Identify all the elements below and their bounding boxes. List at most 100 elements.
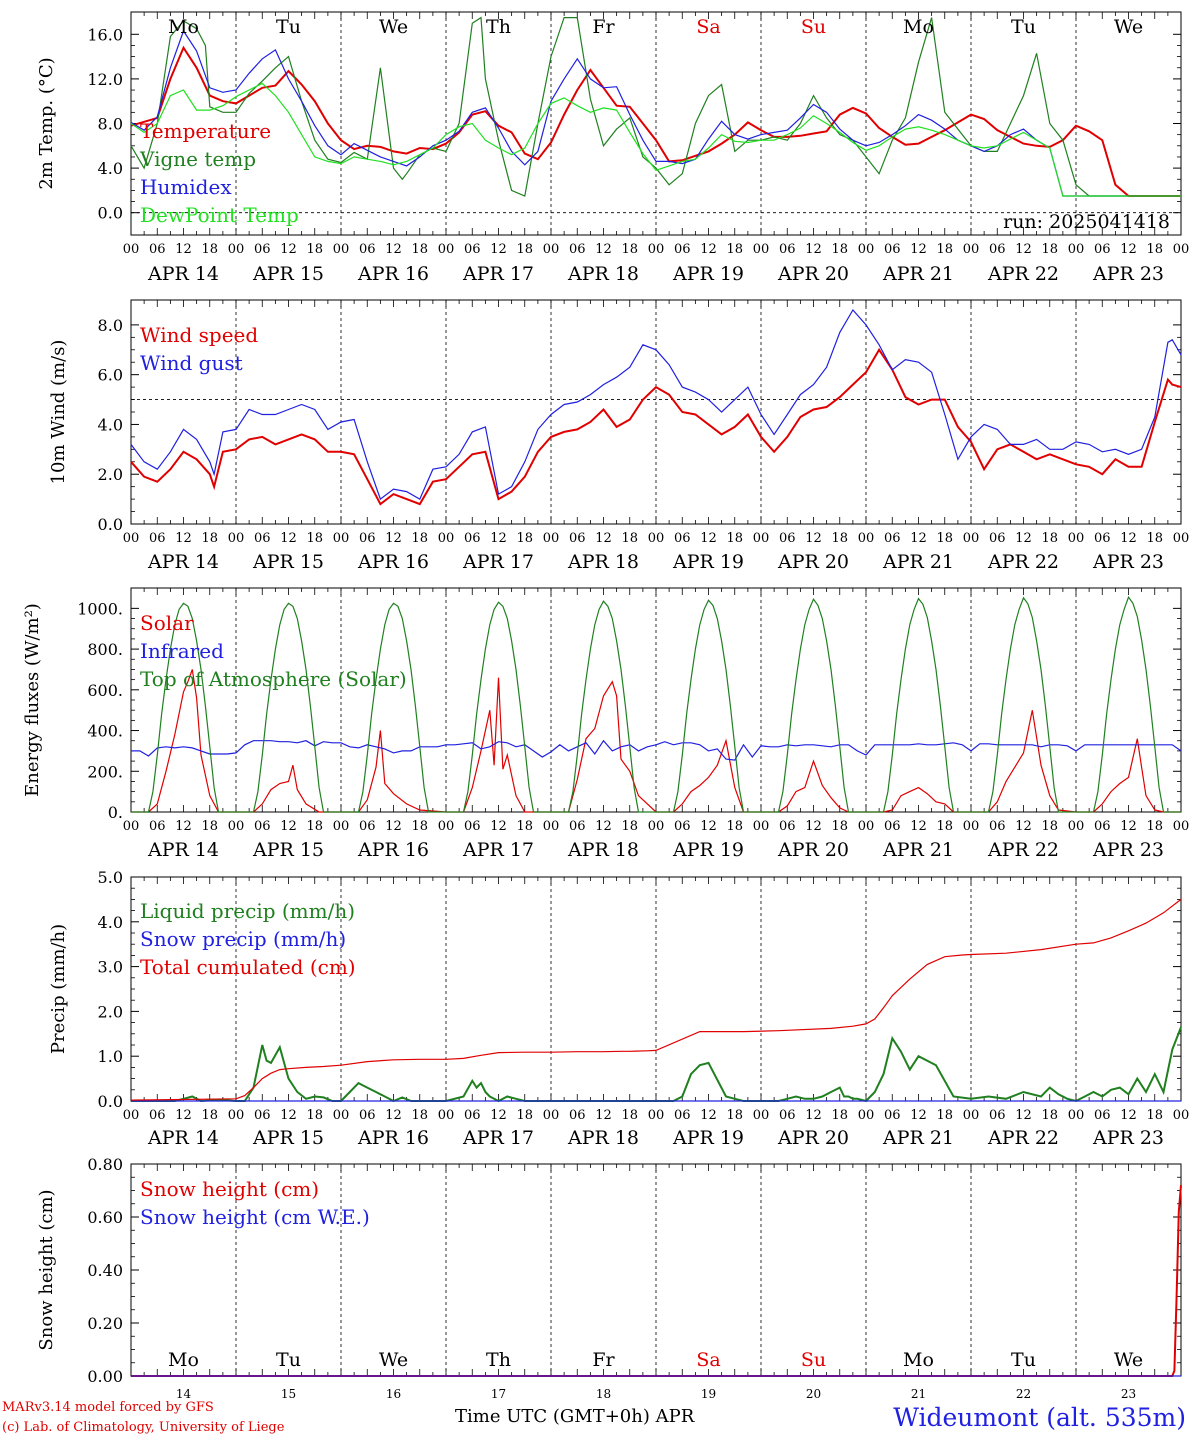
hour-label: 00 [1068, 819, 1085, 834]
hour-label: 12 [175, 531, 192, 546]
date-label: APR 20 [777, 839, 849, 861]
date-label: APR 21 [882, 263, 954, 285]
y-tick-label: 600. [87, 681, 123, 700]
weekday-label: We [379, 1349, 408, 1371]
hour-label: 12 [280, 531, 297, 546]
hour-label: 12 [490, 242, 507, 257]
hour-label: 00 [963, 819, 980, 834]
hour-label: 18 [831, 531, 848, 546]
date-label: APR 16 [357, 839, 429, 861]
hour-label: 18 [831, 242, 848, 257]
hour-label: 00 [123, 1108, 140, 1123]
y-tick-label: 12.0 [87, 70, 123, 89]
date-label: APR 23 [1092, 839, 1164, 861]
hour-label: 00 [753, 531, 770, 546]
hour-label: 12 [1120, 531, 1137, 546]
hour-label: 06 [464, 242, 481, 257]
hour-label: 12 [1015, 242, 1032, 257]
panel-frame [130, 11, 1182, 236]
date-label: APR 19 [672, 551, 744, 573]
hour-label: 18 [411, 242, 428, 257]
legend-entry: Infrared [140, 639, 224, 663]
hour-label: 00 [1173, 819, 1190, 834]
hour-label: 06 [569, 242, 586, 257]
y-tick-label: 2.0 [98, 465, 123, 484]
y-tick-label: 5.0 [98, 868, 123, 887]
hour-label: 06 [359, 242, 376, 257]
hour-label: 18 [831, 819, 848, 834]
date-label: APR 18 [567, 1127, 639, 1149]
hour-label: 00 [858, 531, 875, 546]
series-line-dewpoint-temp [130, 82, 1181, 197]
y-tick-label: 800. [87, 640, 123, 659]
date-label: APR 23 [1092, 551, 1164, 573]
hour-label: 12 [280, 242, 297, 257]
hour-label: 12 [700, 819, 717, 834]
hour-label: 06 [254, 819, 271, 834]
hour-label: 18 [306, 242, 323, 257]
series-line-humidex [130, 29, 1181, 197]
hour-label: 00 [228, 531, 245, 546]
hour-label: 12 [595, 531, 612, 546]
hour-label: 18 [411, 1108, 428, 1123]
footer-lab-credit: (c) Lab. of Climatology, University of L… [2, 1420, 285, 1435]
hour-label: 18 [1146, 819, 1163, 834]
hour-label: 00 [1068, 1108, 1085, 1123]
date-label: APR 23 [1092, 1127, 1164, 1149]
y-tick-label: 4.0 [98, 913, 123, 932]
hour-label: 18 [516, 242, 533, 257]
day-number-label: 15 [281, 1387, 296, 1401]
hour-label: 12 [280, 819, 297, 834]
hour-label: 00 [543, 531, 560, 546]
y-tick-label: 4.0 [98, 415, 123, 434]
hour-label: 00 [1068, 531, 1085, 546]
day-number-label: 20 [806, 1387, 821, 1401]
date-label: APR 15 [252, 839, 324, 861]
hour-label: 12 [175, 819, 192, 834]
hour-label: 06 [464, 819, 481, 834]
hour-label: 06 [359, 1108, 376, 1123]
hour-label: 00 [963, 531, 980, 546]
date-label: APR 22 [987, 1127, 1059, 1149]
weekday-label: Mo [903, 16, 934, 38]
date-label: APR 17 [462, 839, 534, 861]
hour-label: 18 [1146, 1108, 1163, 1123]
hour-label: 18 [1041, 1108, 1058, 1123]
series-line-wind-gust [130, 308, 1182, 501]
hour-label: 18 [201, 1108, 218, 1123]
weekday-label: Fr [592, 1349, 615, 1371]
hour-label: 00 [228, 242, 245, 257]
hour-label: 06 [149, 242, 166, 257]
hour-label: 00 [228, 1108, 245, 1123]
weekday-label: Tu [276, 1349, 301, 1371]
hour-label: 18 [621, 242, 638, 257]
date-label: APR 15 [252, 263, 324, 285]
hour-label: 18 [936, 242, 953, 257]
hour-label: 06 [779, 531, 796, 546]
hour-label: 00 [963, 242, 980, 257]
weekday-label: Fr [592, 16, 615, 38]
y-tick-label: 8.0 [98, 115, 123, 134]
series-line-liquid-precip-mm-h- [131, 1026, 1182, 1103]
hour-label: 06 [1094, 531, 1111, 546]
weekday-label: Mo [903, 1349, 934, 1371]
hour-label: 00 [543, 1108, 560, 1123]
date-label: APR 22 [987, 839, 1059, 861]
hour-label: 12 [805, 1108, 822, 1123]
hour-label: 06 [254, 242, 271, 257]
legend-entry: Snow precip (mm/h) [140, 927, 346, 951]
y-tick-label: 0.60 [87, 1208, 123, 1227]
legend-entry: Snow height (cm W.E.) [140, 1205, 370, 1229]
hour-label: 06 [884, 242, 901, 257]
weekday-label: We [1114, 16, 1143, 38]
hour-label: 12 [280, 1108, 297, 1123]
hour-label: 12 [385, 242, 402, 257]
hour-label: 18 [306, 531, 323, 546]
y-tick-label: 16.0 [87, 25, 123, 44]
date-label: APR 22 [987, 263, 1059, 285]
hour-label: 12 [490, 819, 507, 834]
day-number-label: 19 [701, 1387, 716, 1401]
hour-label: 18 [516, 531, 533, 546]
hour-label: 12 [595, 242, 612, 257]
